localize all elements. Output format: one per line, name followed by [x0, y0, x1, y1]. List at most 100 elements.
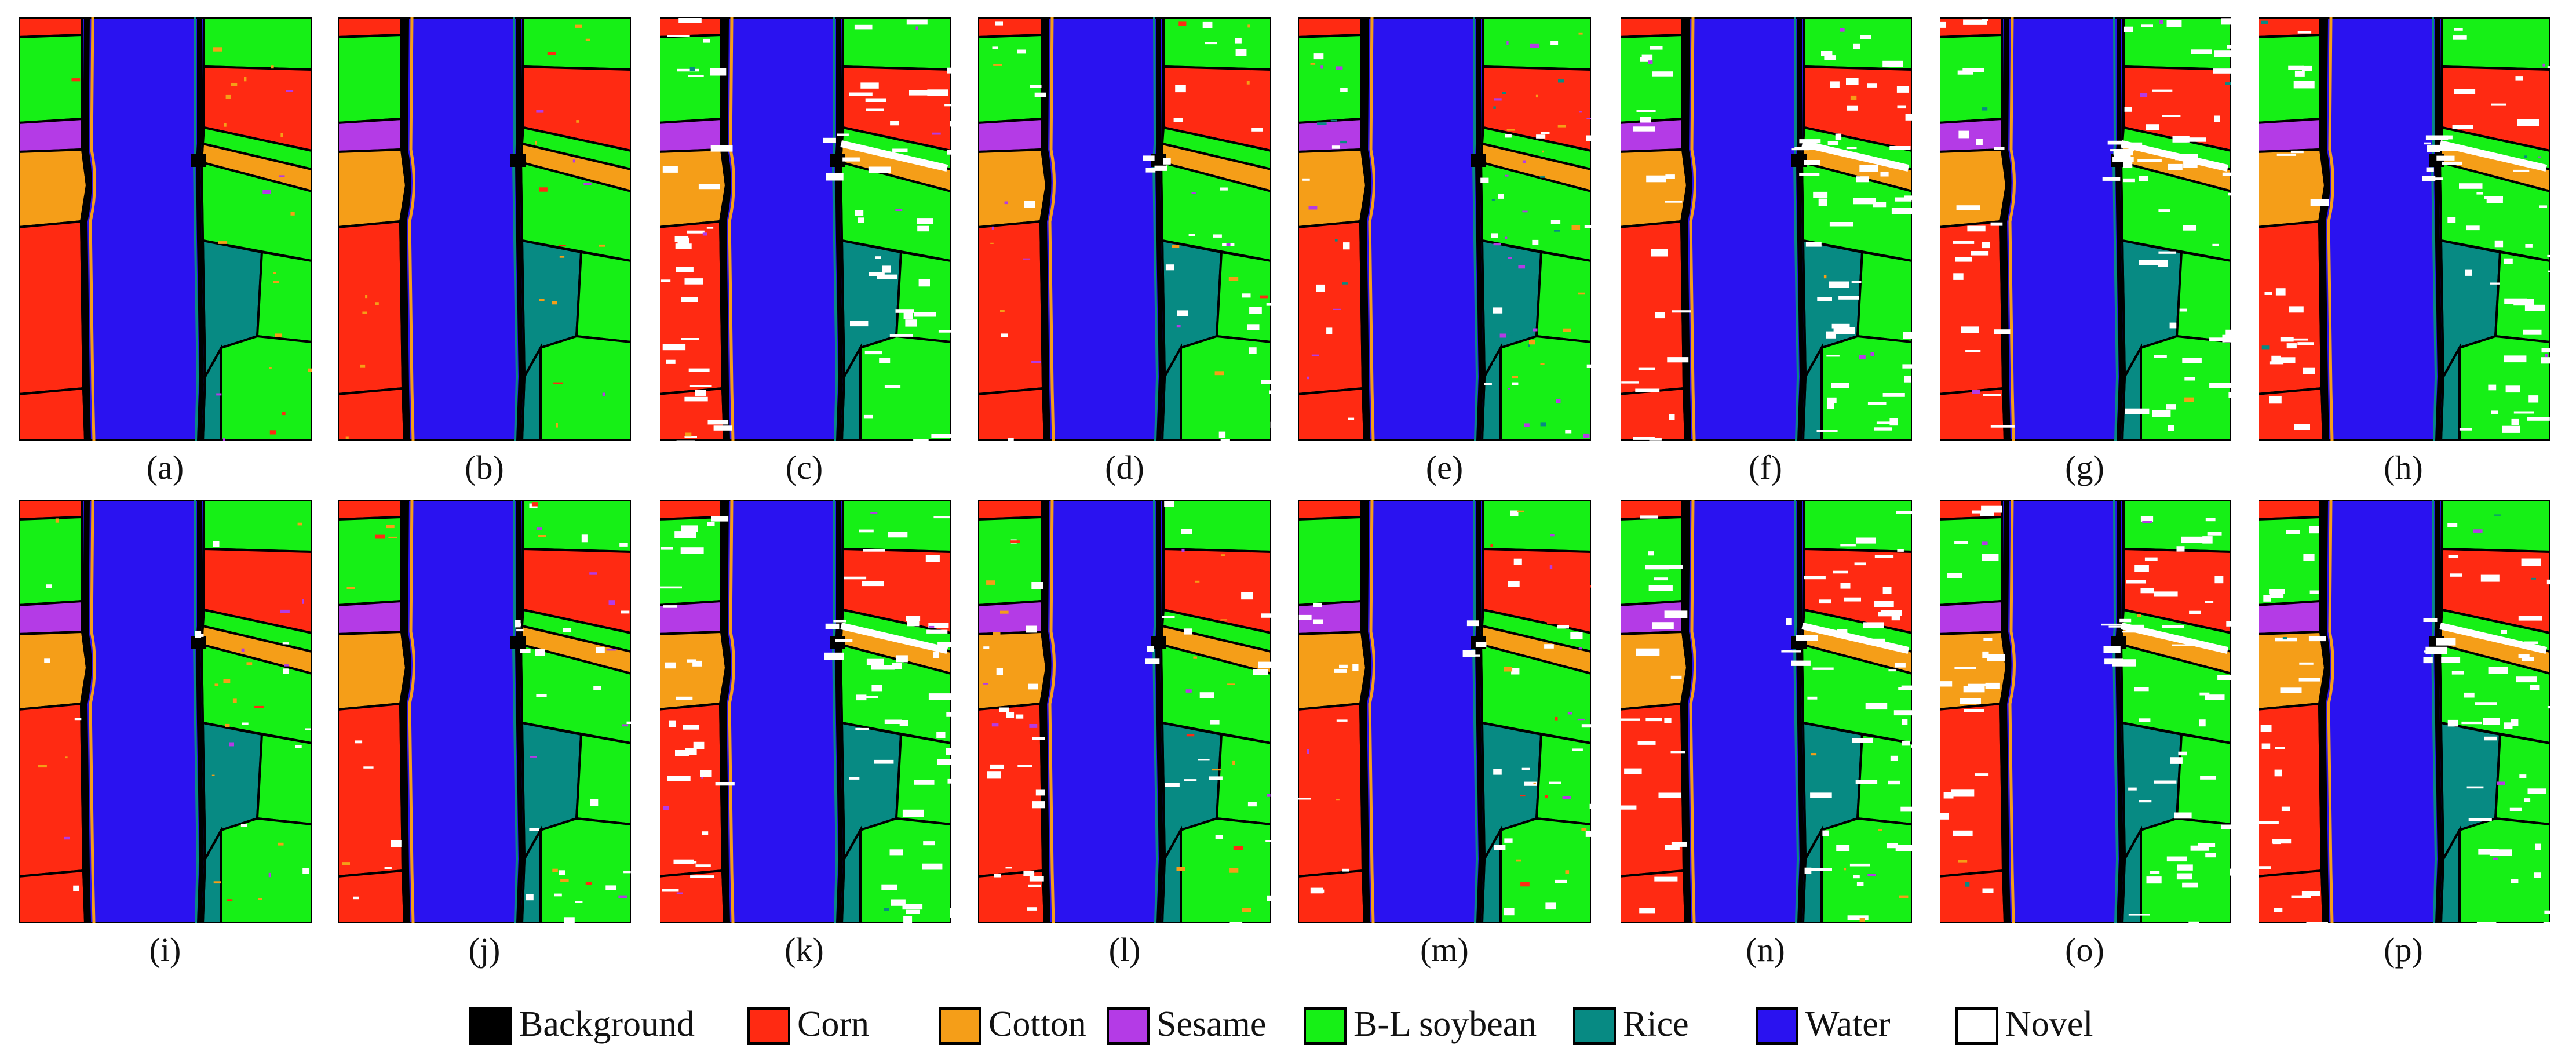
noise-pixel	[560, 879, 569, 882]
novel-patch	[1853, 198, 1876, 205]
novel-patch	[1235, 49, 1247, 56]
novel-patch	[2275, 747, 2285, 749]
right-bank-line	[1475, 500, 1484, 923]
novel-patch	[660, 547, 673, 550]
novel-patch	[947, 150, 951, 155]
novel-patch	[823, 137, 836, 143]
novel-patch	[619, 543, 628, 547]
novel-patch	[918, 279, 930, 287]
novel-patch	[1298, 798, 1311, 800]
noise-pixel	[262, 190, 271, 194]
novel-patch	[2146, 876, 2162, 884]
novel-patch	[674, 531, 696, 538]
novel-patch	[1895, 663, 1906, 668]
novel-patch	[2152, 410, 2171, 417]
novel-patch	[1633, 437, 1655, 440]
noise-pixel	[53, 163, 57, 166]
novel-patch	[689, 385, 712, 387]
noise-pixel	[367, 20, 373, 23]
novel-patch	[1030, 85, 1042, 88]
noise-pixel	[1823, 275, 1827, 279]
novel-patch	[1975, 773, 1989, 776]
left-bank-strip	[2327, 500, 2334, 923]
noise-pixel	[241, 648, 245, 652]
noise-pixel	[599, 244, 605, 247]
left-bank-strip	[2008, 500, 2016, 923]
novel-edge	[2257, 17, 2259, 441]
noise-pixel	[1899, 895, 1909, 898]
novel-patch	[2230, 868, 2231, 876]
noise-pixel	[991, 226, 994, 230]
noise-pixel	[2538, 156, 2541, 158]
noise-pixel	[1540, 422, 1546, 427]
noise-pixel	[993, 632, 1001, 636]
novel-edge	[1938, 500, 1940, 923]
novel-patch	[884, 385, 901, 388]
left-bank-strip	[2008, 17, 2016, 441]
novel-patch	[2299, 662, 2314, 665]
novel-patch	[1849, 863, 1870, 867]
novel-patch	[1954, 541, 1968, 544]
novel-patch	[1649, 438, 1662, 441]
novel-patch	[1897, 549, 1904, 552]
novel-patch	[2119, 618, 2132, 623]
misclassified-pixels	[342, 502, 629, 898]
right-bank-strip	[1793, 500, 1800, 923]
novel-patch	[1645, 718, 1662, 722]
novel-patch	[1313, 603, 1322, 607]
novel-patch	[283, 668, 289, 674]
novel-patch	[1821, 51, 1833, 56]
novel-patch	[1853, 875, 1860, 879]
novel-patch	[1023, 871, 1035, 876]
novel-patch	[2290, 150, 2304, 154]
novel-patch	[857, 696, 878, 698]
novel-patch	[917, 225, 929, 232]
novel-patch	[1620, 718, 1640, 721]
noise-pixel	[1965, 882, 1970, 887]
soybean-field	[1482, 500, 1591, 554]
noise-pixel	[1505, 236, 1508, 239]
novel-patch	[891, 899, 906, 906]
novel-patch	[2177, 864, 2193, 871]
novel-patch	[2541, 348, 2550, 353]
novel-patch	[590, 799, 599, 806]
novel-patch	[2272, 839, 2292, 844]
soybean-field	[2175, 250, 2231, 344]
noise-pixel	[1320, 65, 1323, 69]
noise-pixel	[232, 698, 237, 703]
noise-pixel	[2282, 637, 2287, 640]
novel-regions	[2257, 17, 2550, 441]
novel-patch	[2489, 849, 2512, 856]
novel-patch	[1261, 613, 1271, 618]
misclassified-pixels	[53, 47, 312, 441]
novel-patch	[1184, 779, 1197, 781]
noise-pixel	[218, 241, 228, 244]
novel-patch	[2544, 910, 2550, 914]
noise-pixel	[216, 393, 222, 396]
novel-patch	[2541, 357, 2550, 364]
noise-pixel	[1859, 355, 1866, 359]
novel-patch	[933, 516, 950, 519]
noise-pixel	[552, 301, 557, 305]
left-bank-strip	[89, 500, 96, 923]
novel-patch	[2104, 658, 2123, 665]
novel-patch	[1586, 364, 1591, 368]
noise-pixel	[1267, 794, 1271, 797]
novel-patch	[1954, 667, 1976, 669]
noise-pixel	[1571, 225, 1581, 230]
novel-patch	[713, 425, 732, 431]
novel-patch	[2154, 780, 2177, 784]
soybean-field	[203, 17, 312, 71]
legend-label-rice: Rice	[1623, 1005, 1689, 1044]
novel-patch	[1508, 581, 1520, 587]
noise-pixel	[1307, 376, 1309, 380]
novel-patch	[2158, 209, 2170, 212]
novel-patch	[837, 133, 849, 136]
novel-patch	[871, 685, 882, 692]
noise-pixel	[1214, 371, 1224, 376]
novel-patch	[2214, 115, 2220, 122]
noise-pixel	[2184, 397, 2194, 402]
novel-patch	[1032, 801, 1045, 809]
left-bank-line	[81, 17, 92, 441]
novel-patch	[858, 217, 864, 223]
